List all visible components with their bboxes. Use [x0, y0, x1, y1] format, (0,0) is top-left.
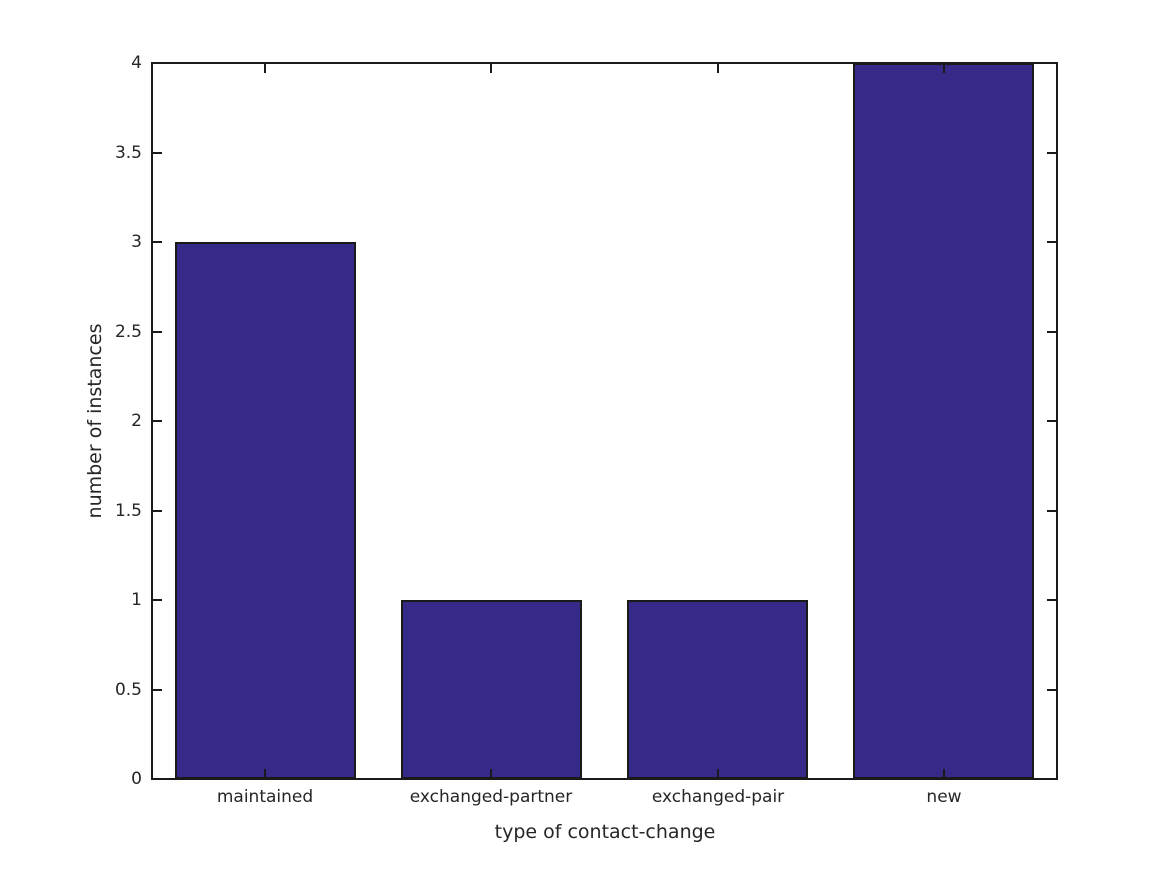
y-tick-label: 2: [131, 411, 142, 431]
x-tick-label: exchanged-partner: [409, 787, 573, 807]
y-tick-right: [1047, 152, 1057, 154]
bar-new: [853, 63, 1034, 779]
x-tick-label: new: [926, 787, 962, 807]
x-tick-bottom: [490, 769, 492, 779]
y-tick-label: 0.5: [114, 680, 142, 700]
bar-maintained: [175, 242, 356, 779]
bar-exchanged-pair: [627, 600, 808, 779]
y-tick-left: [152, 599, 162, 601]
y-tick-left: [152, 241, 162, 243]
y-tick-left: [152, 62, 162, 64]
y-tick-left: [152, 778, 162, 780]
y-tick-right: [1047, 599, 1057, 601]
x-tick-bottom: [717, 769, 719, 779]
y-tick-right: [1047, 689, 1057, 691]
y-tick-left: [152, 689, 162, 691]
x-tick-top: [943, 63, 945, 73]
bar-exchanged-partner: [401, 600, 582, 779]
y-tick-label: 1.5: [114, 501, 142, 521]
y-tick-label: 2.5: [114, 322, 142, 342]
y-tick-left: [152, 152, 162, 154]
y-tick-label: 3: [131, 232, 142, 252]
y-tick-left: [152, 510, 162, 512]
x-tick-top: [490, 63, 492, 73]
y-tick-right: [1047, 241, 1057, 243]
y-tick-right: [1047, 62, 1057, 64]
x-tick-label: exchanged-pair: [651, 787, 785, 807]
y-tick-right: [1047, 778, 1057, 780]
x-tick-bottom: [943, 769, 945, 779]
y-tick-label: 4: [131, 53, 142, 73]
x-tick-bottom: [264, 769, 266, 779]
y-tick-label: 1: [131, 590, 142, 610]
y-tick-label: 0: [131, 769, 142, 789]
y-tick-right: [1047, 331, 1057, 333]
y-tick-right: [1047, 420, 1057, 422]
y-tick-label: 3.5: [114, 143, 142, 163]
x-axis-label: type of contact-change: [494, 821, 716, 843]
y-tick-right: [1047, 510, 1057, 512]
y-tick-left: [152, 331, 162, 333]
x-tick-label: maintained: [216, 787, 314, 807]
x-tick-top: [717, 63, 719, 73]
x-tick-top: [264, 63, 266, 73]
y-tick-left: [152, 420, 162, 422]
